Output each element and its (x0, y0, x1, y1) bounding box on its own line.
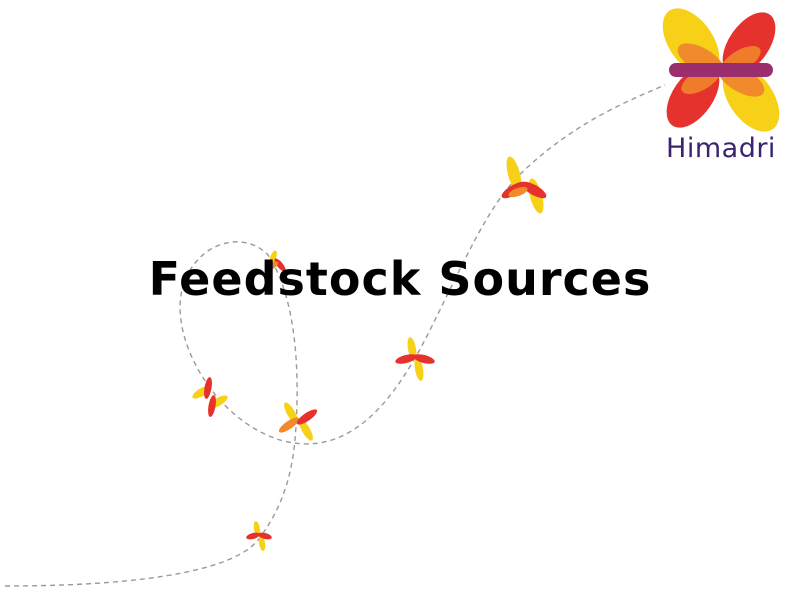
butterfly-icon (246, 521, 272, 551)
slide-title: Feedstock Sources (148, 252, 652, 306)
butterfly-icon (501, 156, 547, 214)
butterfly-icon (395, 337, 435, 381)
butterfly-logo-icon (662, 8, 780, 132)
butterfly-icon (192, 377, 228, 417)
butterfly-icon (278, 402, 318, 441)
himadri-logo: Himadri (656, 8, 786, 168)
brand-wordmark: Himadri (666, 133, 776, 164)
butterfly-icon (265, 250, 286, 272)
